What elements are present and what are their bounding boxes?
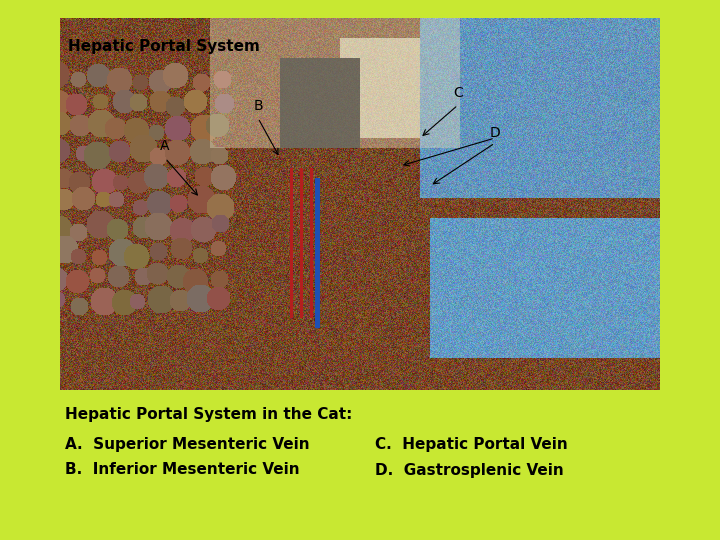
Text: B: B	[253, 99, 263, 113]
Bar	[210, 18, 460, 148]
Text: A.  Superior Mesenteric Vein: A. Superior Mesenteric Vein	[65, 437, 310, 453]
Text: Hepatic Portal System in the Cat:: Hepatic Portal System in the Cat:	[65, 408, 352, 422]
Text: D.  Gastrosplenic Vein: D. Gastrosplenic Vein	[375, 462, 564, 477]
Text: Hepatic Portal System: Hepatic Portal System	[68, 38, 260, 53]
Text: C: C	[453, 86, 463, 100]
Text: D: D	[490, 126, 500, 140]
Text: A: A	[161, 139, 170, 153]
Text: C.  Hepatic Portal Vein: C. Hepatic Portal Vein	[375, 437, 568, 453]
Text: B.  Inferior Mesenteric Vein: B. Inferior Mesenteric Vein	[65, 462, 300, 477]
